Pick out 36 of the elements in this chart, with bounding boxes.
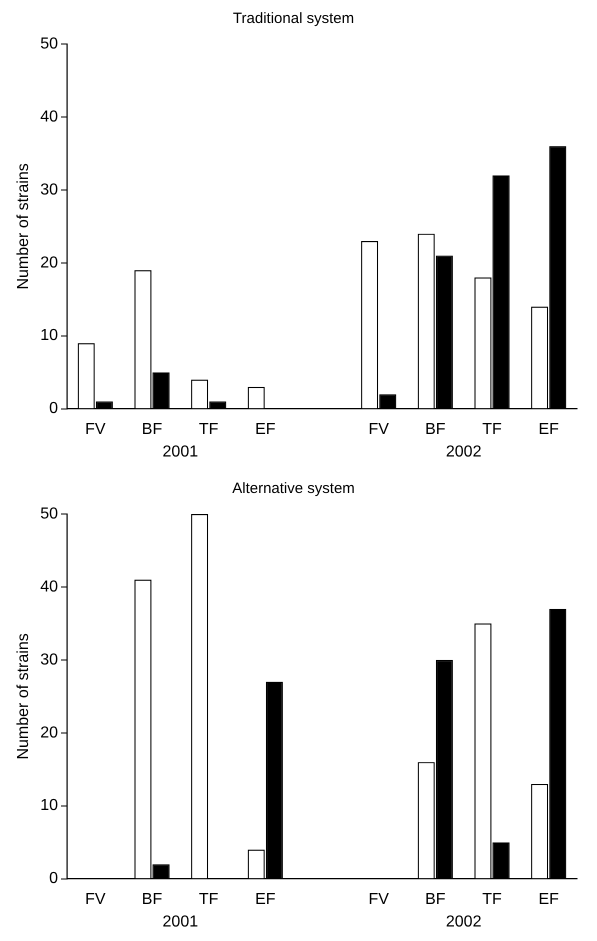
y-tick-label: 40 <box>40 578 58 596</box>
y-tick-label: 10 <box>40 797 58 814</box>
y-tick-label: 50 <box>40 35 58 52</box>
y-axis-title: Number of strains <box>15 633 32 760</box>
x-tick-label: EF <box>538 420 560 438</box>
text: 2002 <box>446 443 482 460</box>
x-tick-label: FV <box>368 890 390 908</box>
x-tick-label: FV <box>85 890 106 908</box>
y-tick-label: 50 <box>40 505 58 522</box>
y-tick-label: 20 <box>40 724 58 742</box>
y-tick-label: 30 <box>40 651 58 668</box>
y-tick-label: 10 <box>40 327 58 344</box>
text: 2002 <box>446 913 482 930</box>
chart-title: Traditional system <box>232 10 354 28</box>
x-tick-label: TF <box>198 890 219 908</box>
y-axis-title: Number of strains <box>15 163 32 290</box>
x-tick-label: EF <box>538 890 560 908</box>
x-tick-label: EF <box>255 890 276 908</box>
x-tick-label: BF <box>142 420 162 438</box>
x-tick-label: EF <box>255 420 276 438</box>
x-tick-label: FV <box>85 420 106 438</box>
text: 2001 <box>162 913 198 930</box>
y-tick-label: 20 <box>40 254 58 272</box>
chart-title: Alternative system <box>232 480 355 498</box>
x-tick-label: FV <box>368 420 390 438</box>
y-tick-label: 0 <box>49 400 58 418</box>
x-tick-label: TF <box>198 420 219 438</box>
x-tick-label: BF <box>142 890 162 908</box>
x-tick-label: TF <box>482 420 502 438</box>
y-tick-label: 0 <box>49 870 58 888</box>
x-tick-label: TF <box>482 890 502 908</box>
x-tick-label: BF <box>425 890 446 908</box>
y-tick-label: 40 <box>40 108 58 126</box>
x-tick-label: BF <box>425 420 446 438</box>
y-tick-label: 30 <box>40 181 58 198</box>
text: 2001 <box>162 443 198 460</box>
